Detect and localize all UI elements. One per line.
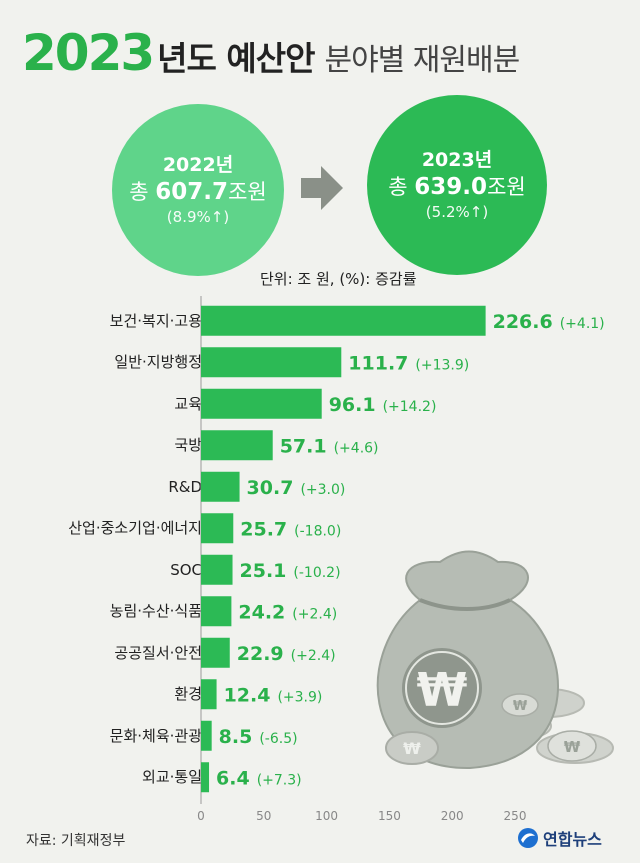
- x-tick-label: 0: [197, 809, 205, 823]
- bar-value-label: 25.7: [240, 518, 287, 540]
- yonhap-logo-icon: [518, 828, 538, 848]
- bar-value-label: 8.5: [219, 726, 253, 748]
- category-label: SOC: [170, 560, 202, 579]
- bar-value-group: 8.5 (-6.5): [219, 726, 298, 748]
- page-title: 2023 년도 예산안 분야별 재원배분: [22, 24, 520, 88]
- category-label: 문화·체육·관광: [109, 726, 202, 745]
- bar-value-label: 12.4: [224, 684, 271, 706]
- bar-value-label: 24.2: [238, 601, 285, 623]
- circle-2023-total: 총 639.0조원: [388, 173, 525, 201]
- title-year: 2023: [22, 24, 155, 82]
- budget-2022-circle: 2022년 총 607.7조원 (8.9%↑): [112, 104, 284, 276]
- bar: [201, 762, 210, 793]
- category-label: 농림·수산·식품: [109, 602, 202, 621]
- title-sub: 분야별 재원배분: [324, 43, 520, 78]
- bar-value-label: 6.4: [216, 767, 250, 789]
- unit-note: 단위: 조 원, (%): 증감률: [260, 270, 417, 288]
- title-main: 년도 예산안: [157, 39, 315, 78]
- bar-change-label: (+3.9): [277, 689, 322, 705]
- x-tick-label: 50: [256, 809, 271, 823]
- circle-2022-total-prefix: 총: [129, 180, 149, 204]
- logo-text: 연합뉴스: [543, 830, 602, 849]
- bar-value-group: 12.4 (+3.9): [224, 684, 323, 706]
- budget-2023-circle: 2023년 총 639.0조원 (5.2%↑): [367, 95, 547, 275]
- x-tick-label: 100: [315, 809, 338, 823]
- category-label: R&D: [168, 477, 202, 496]
- circle-2022-total-unit: 조원: [228, 180, 267, 204]
- category-label: 산업·중소기업·에너지: [68, 519, 202, 538]
- bar-change-label: (+2.4): [291, 648, 336, 664]
- category-label: 환경: [174, 685, 202, 704]
- bar: [201, 471, 240, 502]
- circle-2023-growth: (5.2%↑): [425, 203, 489, 221]
- category-label: 외교·통일: [142, 768, 202, 787]
- bar-value-group: 96.1 (+14.2): [329, 394, 437, 416]
- bar: [201, 388, 322, 419]
- source-note: 자료: 기획재정부: [26, 833, 126, 849]
- svg-text:₩: ₩: [417, 663, 468, 717]
- bar-change-label: (-18.0): [294, 523, 341, 539]
- svg-text:₩: ₩: [403, 739, 421, 758]
- bar-change-label: (+4.6): [334, 440, 379, 456]
- svg-text:₩: ₩: [513, 699, 528, 714]
- category-label: 보건·복지·고용: [109, 311, 202, 330]
- bar-change-label: (-6.5): [259, 731, 297, 747]
- bar: [201, 430, 273, 461]
- bar-value-label: 96.1: [329, 394, 376, 416]
- bar-value-group: 22.9 (+2.4): [237, 643, 336, 665]
- bar: [201, 554, 233, 585]
- right-arrow-icon: [301, 166, 343, 210]
- circle-2023-year: 2023년: [421, 149, 493, 171]
- svg-text:₩: ₩: [564, 738, 581, 756]
- circle-2022-total: 총 607.7조원: [129, 178, 266, 206]
- x-tick-label: 200: [441, 809, 464, 823]
- bar: [201, 637, 230, 668]
- circle-2023-total-prefix: 총: [388, 175, 408, 199]
- bar-value-group: 57.1 (+4.6): [280, 435, 379, 457]
- circle-2023-total-unit: 조원: [487, 175, 526, 199]
- circle-2022-total-value: 607.7: [155, 179, 229, 205]
- bar: [201, 720, 212, 751]
- yonhap-logo: 연합뉴스: [517, 826, 602, 850]
- bar-change-label: (+14.2): [383, 399, 437, 415]
- x-tick-label: 150: [378, 809, 401, 823]
- bar-value-label: 226.6: [493, 311, 553, 333]
- bar: [201, 347, 342, 378]
- bar-change-label: (+13.9): [415, 357, 469, 373]
- bar: [201, 596, 232, 627]
- bar-value-group: 24.2 (+2.4): [238, 601, 337, 623]
- x-tick-label: 250: [504, 809, 527, 823]
- bar-value-label: 22.9: [237, 643, 284, 665]
- bar-value-label: 57.1: [280, 435, 327, 457]
- bar-change-label: (+3.0): [300, 482, 345, 498]
- bar-value-group: 30.7 (+3.0): [247, 477, 346, 499]
- bar-value-group: 111.7 (+13.9): [348, 352, 469, 374]
- circle-2023-total-value: 639.0: [414, 174, 488, 200]
- category-label: 교육: [174, 394, 202, 413]
- category-label: 공공질서·안전: [114, 643, 202, 662]
- bar-value-label: 111.7: [348, 352, 408, 374]
- bar: [201, 305, 486, 336]
- circle-2022-year: 2022년: [162, 154, 234, 176]
- money-bag-icon: ₩ ₩ ₩ ₩: [376, 550, 614, 770]
- bar-value-label: 25.1: [240, 560, 287, 582]
- bar-value-group: 6.4 (+7.3): [216, 767, 302, 789]
- category-label: 일반·지방행정: [114, 353, 202, 372]
- bar-value-group: 226.6 (+4.1): [493, 311, 605, 333]
- bar: [201, 679, 217, 710]
- bar-change-label: (-10.2): [293, 565, 340, 581]
- category-label: 국방: [174, 436, 202, 455]
- bar-value-label: 30.7: [247, 477, 294, 499]
- bar-change-label: (+4.1): [560, 316, 605, 332]
- bar-change-label: (+7.3): [257, 772, 302, 788]
- bar-value-group: 25.1 (-10.2): [240, 560, 341, 582]
- bar-change-label: (+2.4): [292, 606, 337, 622]
- circle-2022-growth: (8.9%↑): [166, 208, 230, 226]
- bar: [201, 513, 234, 544]
- bar-value-group: 25.7 (-18.0): [240, 518, 341, 540]
